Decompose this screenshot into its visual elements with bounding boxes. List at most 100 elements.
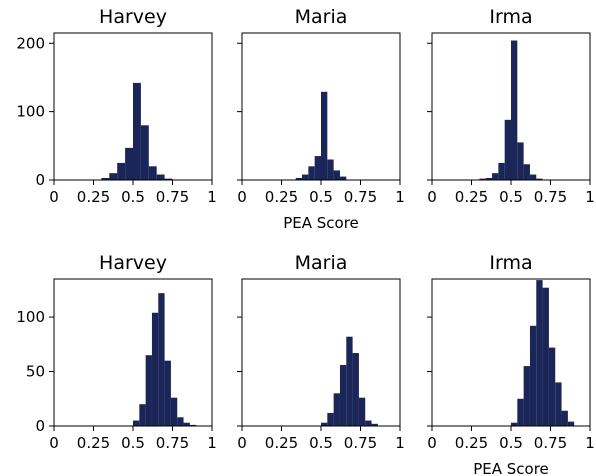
- histogram-bar: [101, 177, 110, 180]
- x-tick-label: 0.25: [455, 434, 488, 452]
- histogram-bar: [529, 174, 537, 180]
- x-tick-label: 1: [207, 188, 217, 206]
- histogram-bar: [308, 166, 315, 180]
- histogram-panel-1: Harvey 0 0.25 0.5 0.75 1 0 100 200: [16, 6, 216, 206]
- histogram-bar: [339, 365, 347, 426]
- histogram-panel-3: Irma 0 0.25 0.5 0.75 1: [427, 6, 595, 206]
- histogram-bar: [109, 173, 118, 180]
- x-axis-label: PEA Score: [283, 214, 359, 232]
- y-tick-label: 100: [16, 103, 45, 121]
- histogram-bar: [517, 398, 524, 426]
- x-tick-label: 0: [237, 434, 247, 452]
- x-tick-label: 0: [427, 188, 437, 206]
- histogram-bar: [314, 156, 321, 180]
- histogram-bar: [498, 162, 505, 180]
- x-tick-label: 0.25: [455, 188, 488, 206]
- panel-title: Maria: [295, 6, 348, 28]
- histogram-bar: [523, 366, 530, 426]
- histogram-bar: [133, 82, 141, 180]
- histogram-bar: [511, 40, 518, 180]
- histogram-panel-2: Maria 0 0.25 0.5 0.75 1 PEA Score: [237, 6, 405, 232]
- x-tick-label: 0.75: [534, 188, 567, 206]
- histogram-bar: [492, 173, 499, 180]
- histogram-bar: [139, 404, 146, 426]
- histogram-bar: [536, 178, 543, 180]
- x-tick-label: 0: [427, 434, 437, 452]
- histogram-panel-5: Maria 0 0.25 0.5 0.75 1: [237, 252, 405, 452]
- x-tick-label: 0: [49, 434, 59, 452]
- x-tick-label: 0.75: [344, 188, 377, 206]
- x-tick-label: 0.75: [156, 434, 189, 452]
- panel-title: Maria: [295, 252, 348, 274]
- x-tick-label: 0.25: [77, 434, 110, 452]
- histogram-bar: [352, 353, 359, 426]
- histogram-bar: [148, 166, 157, 180]
- x-tick-label: 1: [395, 188, 405, 206]
- histogram-bar: [567, 421, 575, 426]
- histogram-bar: [542, 287, 549, 426]
- histogram-bar: [164, 178, 173, 180]
- histogram-bar: [189, 424, 197, 426]
- histogram-bar: [479, 178, 486, 180]
- histogram-bar: [358, 397, 366, 426]
- histogram-bar: [517, 142, 524, 180]
- y-tick-label: 0: [35, 417, 45, 435]
- histogram-panel-6: Irma 0 0.25 0.5 0.75 1 PEA Score: [427, 252, 595, 476]
- histogram-bar: [339, 176, 347, 180]
- histogram-bar: [511, 422, 518, 426]
- histogram-bar: [504, 119, 511, 180]
- x-tick-label: 0: [237, 188, 247, 206]
- x-tick-label: 0: [49, 188, 59, 206]
- histogram-bar: [125, 147, 133, 180]
- histogram-bar: [371, 423, 378, 426]
- histogram-bar: [170, 397, 178, 426]
- histogram-bar: [145, 355, 152, 426]
- histogram-bar: [295, 177, 303, 180]
- x-tick-label: 1: [585, 434, 595, 452]
- histogram-bar: [523, 164, 530, 180]
- histogram-bar: [151, 312, 159, 426]
- x-tick-label: 0.5: [309, 434, 333, 452]
- x-tick-label: 1: [585, 188, 595, 206]
- histogram-bar: [117, 162, 126, 180]
- histogram-bar: [133, 420, 140, 426]
- histogram-bar: [183, 422, 190, 426]
- histogram-bar: [365, 420, 372, 426]
- panel-title: Harvey: [99, 252, 167, 274]
- y-tick-label: 200: [16, 34, 45, 52]
- y-tick-label: 0: [35, 171, 45, 189]
- histogram-bar: [164, 360, 171, 426]
- histogram-bar: [327, 159, 334, 180]
- histogram-bar: [156, 174, 165, 180]
- histogram-bar: [561, 410, 568, 426]
- histogram-bar: [327, 412, 334, 426]
- axes-frame: [431, 278, 591, 427]
- histogram-bar: [302, 174, 309, 180]
- histogram-bar: [140, 125, 149, 180]
- histogram-bar: [333, 393, 340, 426]
- y-tick-label: 50: [26, 363, 45, 381]
- histogram-bar: [346, 336, 353, 426]
- histogram-bar: [485, 177, 493, 180]
- x-tick-label: 0.25: [265, 188, 298, 206]
- axes-frame: [241, 278, 401, 427]
- histogram-bar: [548, 347, 556, 426]
- x-tick-label: 0.75: [156, 188, 189, 206]
- histogram-panel-4: Harvey 0 0.25 0.5 0.75 1 0 50 100: [16, 252, 216, 452]
- x-tick-label: 0.5: [309, 188, 333, 206]
- histogram-bar: [158, 293, 165, 426]
- x-tick-label: 0.25: [265, 434, 298, 452]
- panel-title: Harvey: [99, 6, 167, 28]
- x-tick-label: 1: [207, 434, 217, 452]
- axes-frame: [53, 278, 213, 427]
- histogram-bar: [536, 280, 543, 426]
- histogram-bar: [555, 382, 562, 426]
- x-tick-label: 0.75: [534, 434, 567, 452]
- x-axis-label: PEA Score: [473, 460, 549, 476]
- histogram-bar: [177, 417, 184, 426]
- x-tick-label: 0.5: [499, 188, 523, 206]
- x-tick-label: 0.25: [77, 188, 110, 206]
- y-tick-label: 100: [16, 308, 45, 326]
- x-tick-label: 0.5: [121, 188, 145, 206]
- x-tick-label: 1: [395, 434, 405, 452]
